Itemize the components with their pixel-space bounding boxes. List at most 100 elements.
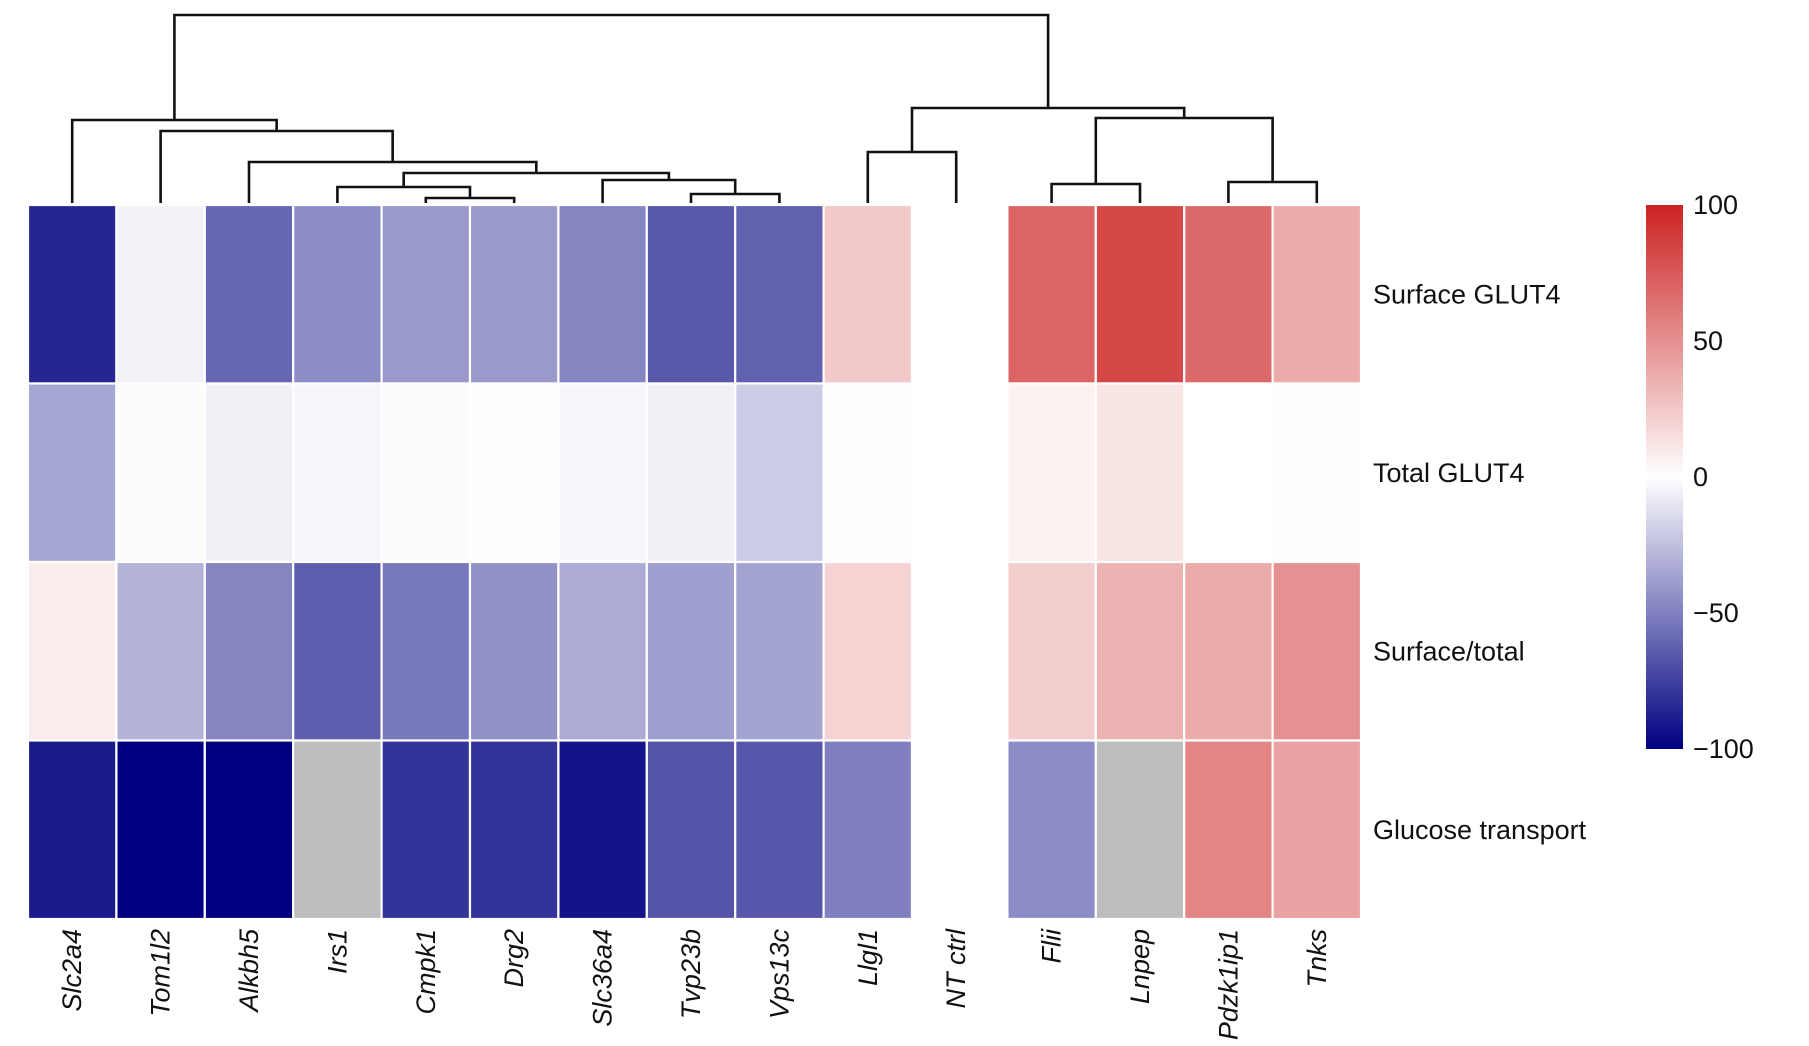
heatmap-cell (822, 382, 914, 564)
column-labels: Slc2a4 Tom1l2 Alkbh5 Irs1 Cmpk1 Drg2 Slc36a4 Tv… (57, 928, 1332, 1040)
dendrogram-link (1050, 182, 1142, 203)
dendrogram-link (689, 192, 781, 203)
heatmap-cell (1183, 203, 1274, 385)
heatmap-cell (645, 382, 737, 564)
heatmap-cell (380, 382, 472, 564)
dendrogram-link (173, 13, 1050, 120)
heatmap-cell (734, 382, 825, 564)
heatmap-cell (822, 739, 914, 921)
heatmap-cell (115, 203, 206, 385)
column-label: Tnks (1302, 929, 1332, 988)
heatmap-cell (557, 739, 648, 921)
heatmap-cell (1271, 382, 1363, 564)
heatmap-cell (1271, 560, 1363, 742)
colorbar-tick-label: 100 (1693, 190, 1738, 220)
heatmap-cell (910, 203, 1002, 385)
row-label: Glucose transport (1373, 815, 1587, 845)
heatmap-cell (1006, 382, 1097, 564)
row-label: Total GLUT4 (1373, 458, 1525, 488)
dendrogram-link (424, 196, 516, 203)
heatmap-cell (1006, 560, 1097, 742)
column-label: Vps13c (764, 929, 794, 1020)
column-label: Irs1 (322, 929, 352, 974)
row-label: Surface GLUT4 (1373, 279, 1561, 309)
heatmap-cell (1271, 739, 1363, 921)
heatmap-cell (380, 203, 472, 385)
heatmap-cell (645, 560, 737, 742)
column-label: Slc36a4 (588, 929, 618, 1027)
heatmap-cell (1094, 382, 1186, 564)
column-label: Tom1l2 (146, 929, 176, 1017)
heatmap-cell (557, 203, 648, 385)
heatmap-cell (1006, 203, 1097, 385)
dendrogram-link (1227, 180, 1319, 203)
heatmap-cell (910, 560, 1002, 742)
heatmap-cell (468, 739, 560, 921)
column-label: Drg2 (499, 929, 529, 988)
heatmap-cell (822, 560, 914, 742)
heatmap-cell (203, 739, 295, 921)
heatmap-cell (1183, 739, 1274, 921)
heatmap-cell (1094, 560, 1186, 742)
heatmap-cell (26, 560, 118, 742)
row-labels: Surface GLUT4 Total GLUT4 Surface/total Glu… (1373, 279, 1587, 845)
dendrogram-link (866, 150, 958, 203)
heatmap-cell (645, 739, 737, 921)
heatmap-cell (1183, 560, 1274, 742)
heatmap-cell (1094, 739, 1186, 921)
heatmap-cell (734, 203, 825, 385)
heatmap-cell (1094, 203, 1186, 385)
heatmap-cell (292, 203, 383, 385)
column-label: Flii (1037, 928, 1067, 963)
heatmap-cell (734, 739, 825, 921)
heatmap-cell (115, 382, 206, 564)
column-label: Llgl1 (853, 929, 883, 986)
heatmap-cell (910, 739, 1002, 921)
colorbar: 100 50 0 −50 −100 (1646, 190, 1754, 764)
colorbar-tick-label: 50 (1693, 326, 1723, 356)
column-label: Tvp23b (676, 929, 706, 1019)
colorbar-tick-label: −50 (1693, 598, 1739, 628)
heatmap-cell (203, 382, 295, 564)
heatmap-cell (292, 739, 383, 921)
heatmap-cell (292, 560, 383, 742)
heatmap-cell (1006, 739, 1097, 921)
column-label: NT ctrl (941, 928, 971, 1008)
dendrogram-link (601, 178, 737, 203)
heatmap-cell (1183, 382, 1274, 564)
heatmap-cell (26, 382, 118, 564)
heatmap-cell (26, 739, 118, 921)
heatmap-cell (115, 739, 206, 921)
column-dendrogram (70, 13, 1319, 203)
colorbar-gradient (1646, 205, 1683, 749)
heatmap-cell (468, 382, 560, 564)
row-label: Surface/total (1373, 636, 1525, 666)
heatmap-cell (734, 560, 825, 742)
dendrogram-link (910, 106, 1186, 152)
column-label: Cmpk1 (411, 929, 441, 1015)
column-label: Pdzk1ip1 (1213, 929, 1243, 1040)
dendrogram-link (336, 185, 472, 203)
column-label: Lnpep (1125, 929, 1155, 1004)
heatmap-cell (557, 560, 648, 742)
heatmap-cell (822, 203, 914, 385)
heatmap-cell (468, 203, 560, 385)
colorbar-tick-label: 0 (1693, 462, 1708, 492)
heatmap-cell (380, 560, 472, 742)
heatmap-cell (203, 560, 295, 742)
column-label: Slc2a4 (57, 929, 87, 1012)
heatmap-cell (203, 203, 295, 385)
heatmap-cell (380, 739, 472, 921)
heatmap-cells (26, 203, 1363, 921)
column-label: Alkbh5 (234, 928, 264, 1014)
heatmap-cell (645, 203, 737, 385)
colorbar-tick-labels: 100 50 0 −50 −100 (1693, 190, 1754, 764)
dendrogram-link (159, 129, 394, 203)
heatmap-cell (910, 382, 1002, 564)
heatmap-cell (26, 203, 118, 385)
colorbar-tick-label: −100 (1693, 734, 1754, 764)
heatmap-cell (115, 560, 206, 742)
heatmap-cell (557, 382, 648, 564)
heatmap-cell (1271, 203, 1363, 385)
